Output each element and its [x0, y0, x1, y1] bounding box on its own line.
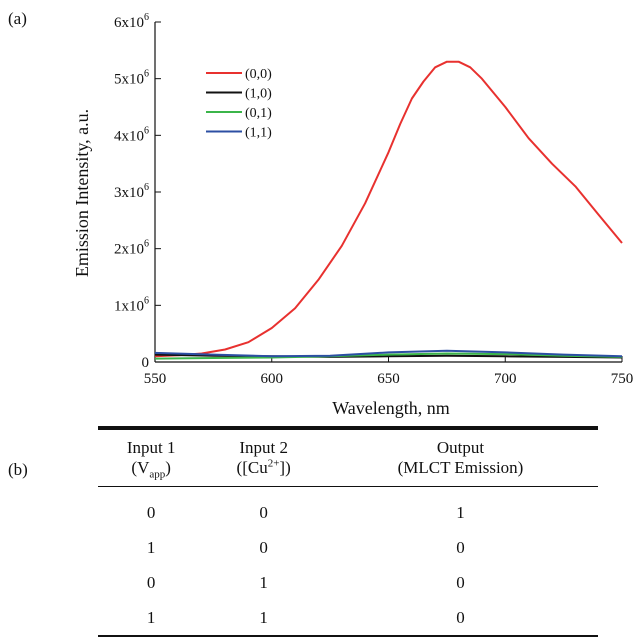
- table-header-row: Input 1 (Vapp) Input 2 ([Cu2+]) Output (…: [98, 428, 598, 487]
- header-output: Output (MLCT Emission): [323, 428, 598, 487]
- header-input-2-title: Input 2: [239, 438, 288, 457]
- series-line: [154, 352, 623, 360]
- table-cell: 0: [456, 537, 465, 557]
- x-tick-label: 650: [377, 371, 400, 387]
- header-input-2-sub: ([Cu2+]): [236, 457, 291, 477]
- x-tick-label: 750: [611, 371, 634, 387]
- table-row: 0 1 0: [98, 565, 598, 600]
- table-cell: 1: [204, 600, 323, 637]
- panel-label-b: (b): [8, 460, 28, 479]
- header-output-sub: (MLCT Emission): [397, 458, 524, 477]
- x-tick-label: 550: [144, 371, 167, 387]
- header-output-title: Output: [436, 438, 485, 457]
- header-input-1: Input 1 (Vapp): [98, 428, 204, 487]
- y-tick-label: 3x106: [114, 182, 149, 201]
- table-cell: 0: [146, 572, 156, 592]
- header-input-1-sub: (Vapp): [131, 458, 171, 481]
- header-input-2: Input 2 ([Cu2+]): [204, 428, 323, 487]
- table-cell: 1: [146, 537, 156, 557]
- series-line: [154, 349, 623, 358]
- emission-chart: 0 1x106 2x106 3x106 4x106 5x106 6x106 550 600 650…: [72, 12, 634, 418]
- truth-table: Input 1 (Vapp) Input 2 ([Cu2+]) Output (…: [98, 426, 598, 637]
- y-tick-label: 0: [142, 355, 150, 371]
- x-axis-label: Wavelength, nm: [332, 398, 450, 418]
- table-cell: 0: [259, 502, 268, 522]
- y-tick-label: 2x106: [114, 239, 149, 258]
- series-line: [154, 60, 623, 358]
- table-row: 1 1 0: [98, 600, 598, 637]
- legend-label: (0,1): [245, 106, 272, 121]
- table-row: 1 0 0: [98, 530, 598, 565]
- legend-label: (1,1): [245, 126, 272, 141]
- header-input-1-title: Input 1: [126, 438, 176, 457]
- legend-label: (1,0): [245, 87, 272, 102]
- table-cell: 0: [259, 537, 268, 557]
- x-tick-label: 600: [261, 371, 284, 387]
- y-tick-label: 4x106: [114, 125, 149, 144]
- table-cell: 1: [456, 502, 465, 522]
- y-tick-label: 5x106: [114, 69, 149, 88]
- x-tick-label: 700: [494, 371, 517, 387]
- table-row: 0 0 1: [98, 487, 598, 531]
- table-cell: 0: [146, 502, 156, 522]
- table-cell: 0: [456, 572, 465, 592]
- legend-label: (0,0): [245, 67, 272, 82]
- table-cell: 1: [98, 600, 205, 637]
- table-cell: 0: [322, 600, 598, 637]
- y-tick-label: 6x106: [114, 12, 149, 31]
- panel-label-a: (a): [8, 9, 27, 28]
- y-tick-label: 1x106: [114, 295, 149, 314]
- y-axis-label: Emission Intensity, a.u.: [72, 109, 92, 277]
- table-cell: 1: [259, 572, 268, 592]
